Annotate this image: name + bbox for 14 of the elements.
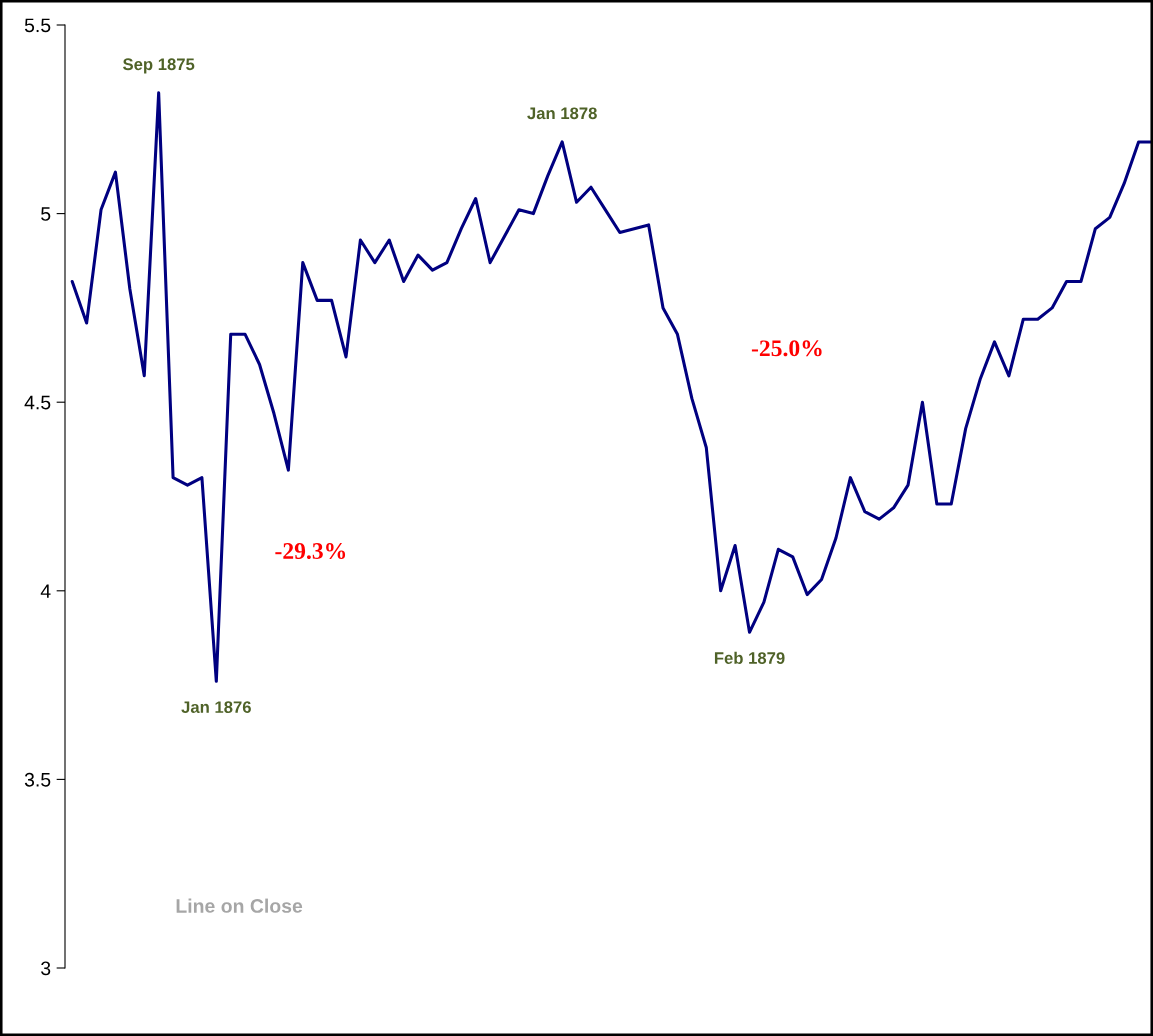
annotation: Jan 1876 — [181, 701, 251, 714]
y-tick-label: 5 — [41, 207, 51, 221]
line-series — [70, 91, 1153, 683]
y-tick-label: 3.5 — [24, 772, 51, 787]
annotation: Sep 1875 — [123, 58, 195, 74]
annotation: Jan 1878 — [527, 107, 597, 120]
annotation: Feb 1879 — [714, 651, 785, 664]
y-tick-label: 4.5 — [24, 395, 51, 410]
y-tick-label: 4 — [40, 584, 51, 598]
y-tick-label: 3 — [41, 961, 51, 976]
annotation: -25.0% — [751, 340, 822, 357]
y-tick-label: 5.5 — [24, 18, 51, 33]
annotation: Line on Close — [176, 898, 303, 913]
annotation: -29.3% — [275, 543, 346, 560]
